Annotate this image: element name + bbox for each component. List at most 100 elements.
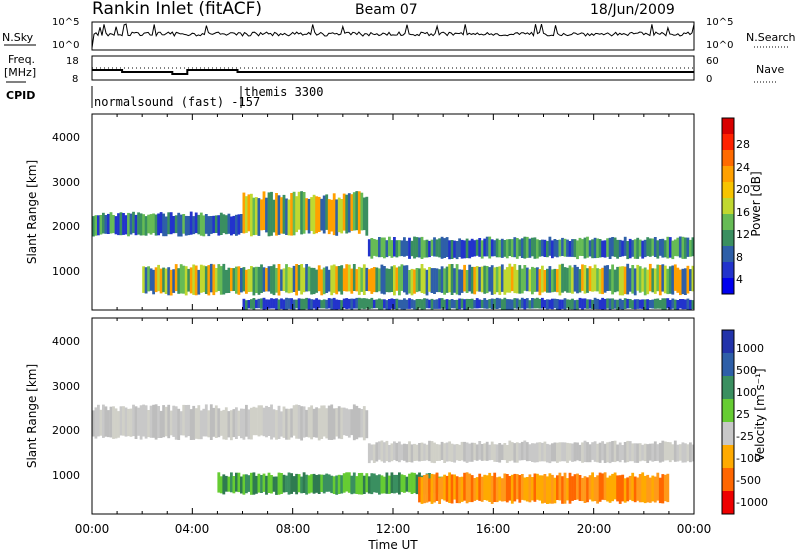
power-cell <box>435 299 439 309</box>
power-cell <box>219 212 223 235</box>
power-cell <box>656 240 660 259</box>
power-cell <box>428 240 431 258</box>
velocity-cell <box>362 406 366 441</box>
velocity-cell <box>598 472 602 502</box>
power-cell <box>638 299 642 309</box>
power-cell <box>588 240 592 257</box>
power-cell <box>671 240 675 260</box>
power-cell <box>603 265 607 293</box>
power-cell <box>520 238 524 258</box>
velocity-cell <box>164 406 168 437</box>
power-cell <box>646 237 650 257</box>
power-cell <box>528 269 532 292</box>
velocity-colorbar-segment <box>722 422 734 446</box>
power-cell <box>350 268 354 294</box>
velocity-cell <box>255 407 258 436</box>
power-cell <box>533 267 537 292</box>
power-cell <box>673 264 677 291</box>
power-cell <box>636 264 640 291</box>
power-cell <box>561 263 564 293</box>
power-heatmap <box>92 191 695 310</box>
power-cell <box>485 236 489 257</box>
power-cell <box>638 266 642 293</box>
velocity-ytick-3000: 3000 <box>52 380 80 393</box>
velocity-cell <box>315 475 319 493</box>
velocity-cell <box>480 476 484 502</box>
power-cell <box>556 299 559 310</box>
power-cell <box>563 267 567 292</box>
power-cell <box>475 266 479 292</box>
velocity-cell <box>305 409 309 437</box>
power-cell <box>335 266 339 295</box>
power-cell <box>292 265 296 292</box>
power-cell <box>633 268 637 296</box>
power-cell <box>475 298 479 309</box>
velocity-cell <box>531 477 534 501</box>
power-cell <box>340 199 344 234</box>
power-cell <box>272 199 276 233</box>
velocity-cell <box>307 475 311 494</box>
velocity-cell <box>107 410 110 438</box>
power-cell <box>541 239 544 257</box>
power-cell <box>262 267 266 292</box>
velocity-cell <box>270 404 273 440</box>
nsearch-tick-bottom: 10^0 <box>706 40 733 51</box>
vel-cbar-tick-100: 100 <box>736 386 757 399</box>
power-cell <box>280 298 283 309</box>
power-cell <box>668 266 672 294</box>
power-cell <box>691 265 695 292</box>
power-cell <box>327 199 331 235</box>
velocity-cell <box>518 443 522 461</box>
power-cell <box>553 239 557 257</box>
velocity-cell <box>470 442 474 462</box>
velocity-cell <box>310 405 314 440</box>
power-cell <box>450 264 454 295</box>
power-cbar-tick-8: 8 <box>736 251 743 264</box>
power-cell <box>621 240 625 257</box>
power-cell <box>242 267 246 292</box>
velocity-cell <box>651 475 655 502</box>
power-cell <box>623 236 627 256</box>
power-cell <box>583 265 587 294</box>
power-cell <box>395 267 399 291</box>
velocity-ylabel: Slant Range [km] <box>25 364 39 468</box>
power-cell <box>633 299 637 310</box>
power-cell <box>588 299 592 309</box>
velocity-cell <box>591 472 595 502</box>
velocity-cell <box>623 478 627 503</box>
velocity-cell <box>651 443 655 462</box>
velocity-colorbar-segment <box>722 376 734 400</box>
power-cell <box>307 266 311 292</box>
velocity-cell <box>312 473 316 494</box>
power-cell <box>252 298 256 310</box>
power-cell <box>608 237 612 259</box>
velocity-cell <box>676 444 680 462</box>
velocity-cell <box>608 441 612 464</box>
velocity-cell <box>423 443 426 461</box>
power-cell <box>686 265 690 294</box>
velocity-cell <box>661 440 665 462</box>
power-cell <box>523 298 527 310</box>
velocity-colorbar-segment <box>722 445 734 469</box>
velocity-cell <box>252 472 256 495</box>
power-cell <box>147 214 151 234</box>
velocity-cell <box>586 442 589 463</box>
velocity-cell <box>197 405 201 440</box>
velocity-cell <box>355 405 359 440</box>
velocity-cell <box>536 442 539 463</box>
velocity-cell <box>380 440 384 462</box>
power-cell <box>184 215 188 236</box>
velocity-colorbar-segment <box>722 491 734 515</box>
power-cell <box>576 240 579 260</box>
power-cell <box>199 212 203 236</box>
power-cell <box>616 239 620 259</box>
velocity-cell <box>606 442 610 463</box>
power-cell <box>292 191 296 236</box>
power-cell <box>616 266 620 292</box>
velocity-cell <box>378 474 381 495</box>
power-cell <box>648 263 652 292</box>
power-cell <box>167 267 171 296</box>
power-cell <box>661 238 665 258</box>
power-cell <box>154 267 158 293</box>
power-cell <box>177 212 181 237</box>
